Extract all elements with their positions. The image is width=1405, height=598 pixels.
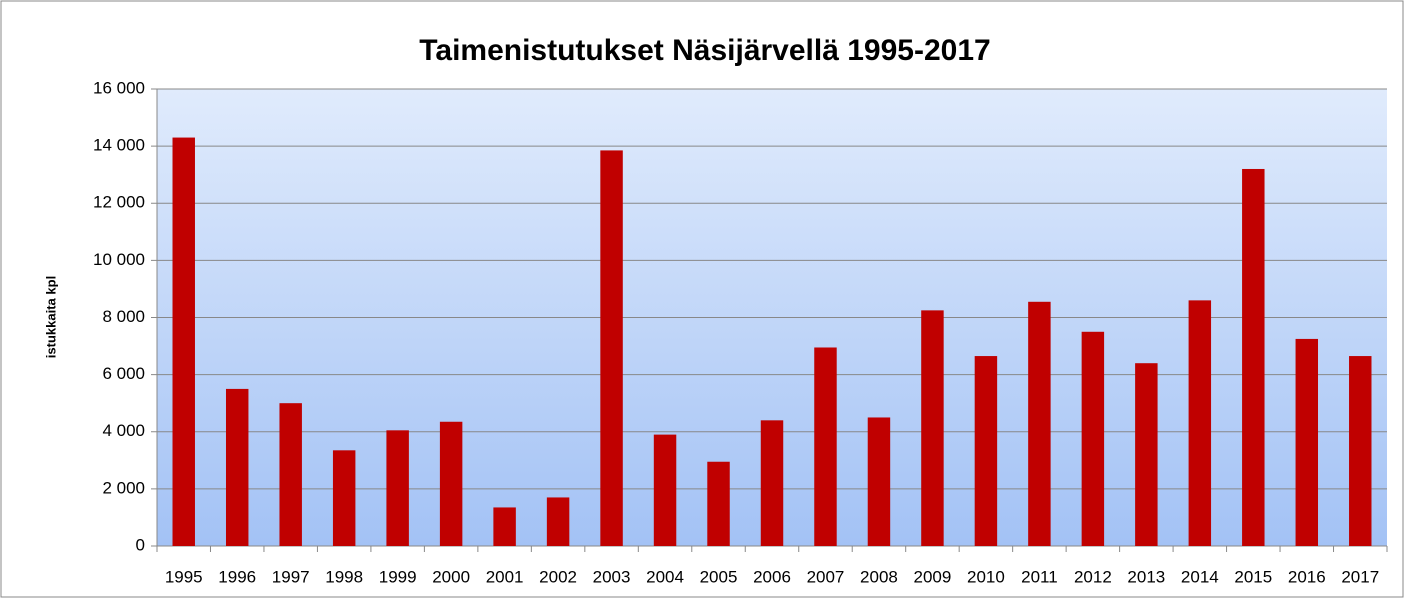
x-tick-label: 2017	[1341, 567, 1379, 586]
x-tick-label: 2005	[700, 567, 738, 586]
bar	[332, 450, 356, 546]
bar	[1188, 300, 1212, 546]
x-tick-label: 2015	[1234, 567, 1272, 586]
bar	[279, 403, 302, 546]
x-tick-label: 1996	[218, 567, 256, 586]
bar	[600, 150, 623, 547]
x-tick-label: 1998	[325, 567, 363, 586]
bar	[867, 417, 891, 546]
bar	[386, 430, 409, 546]
bar	[974, 356, 998, 546]
bar	[439, 421, 463, 546]
bar	[1295, 338, 1319, 546]
bar	[225, 388, 249, 546]
y-tick-label: 10 000	[93, 250, 145, 269]
x-tick-label: 2001	[486, 567, 524, 586]
x-tick-label: 2003	[593, 567, 631, 586]
bar	[760, 420, 784, 546]
y-axis-label: istukkaita kpl	[43, 276, 58, 358]
x-tick-label: 1997	[272, 567, 310, 586]
bar	[653, 434, 677, 546]
x-tick-label: 2010	[967, 567, 1005, 586]
x-tick-label: 2011	[1021, 567, 1058, 586]
bar	[707, 461, 730, 546]
x-tick-label: 2013	[1127, 567, 1165, 586]
x-tick-label: 2009	[914, 567, 952, 586]
x-tick-label: 2000	[432, 567, 470, 586]
x-tick-label: 2016	[1288, 567, 1326, 586]
x-tick-label: 2008	[860, 567, 898, 586]
bar	[493, 507, 516, 546]
x-tick-label: 1995	[165, 567, 203, 586]
x-tick-label: 2012	[1074, 567, 1112, 586]
x-tick-label: 2006	[753, 567, 791, 586]
bar	[814, 347, 837, 546]
y-tick-label: 6 000	[102, 364, 145, 383]
x-tick-label: 2014	[1181, 567, 1219, 586]
x-tick-label: 2004	[646, 567, 684, 586]
x-tick-label: 2007	[807, 567, 845, 586]
chart-title: Taimenistutukset Näsijärvellä 1995-2017	[419, 34, 990, 67]
bar	[1242, 168, 1265, 546]
y-tick-label: 4 000	[102, 421, 145, 440]
bar	[1135, 363, 1158, 546]
bar	[921, 310, 944, 546]
y-tick-label: 12 000	[93, 193, 145, 212]
y-tick-label: 2 000	[102, 478, 145, 497]
x-tick-label: 2002	[539, 567, 577, 586]
bar	[1028, 301, 1051, 546]
bar	[546, 497, 570, 546]
y-tick-label: 14 000	[93, 136, 145, 155]
bar	[1349, 356, 1372, 546]
y-tick-label: 0	[136, 535, 145, 554]
bar	[172, 137, 195, 546]
y-tick-label: 16 000	[93, 78, 145, 97]
y-tick-label: 8 000	[102, 307, 145, 326]
x-tick-label: 1999	[379, 567, 417, 586]
bar	[1081, 331, 1105, 546]
